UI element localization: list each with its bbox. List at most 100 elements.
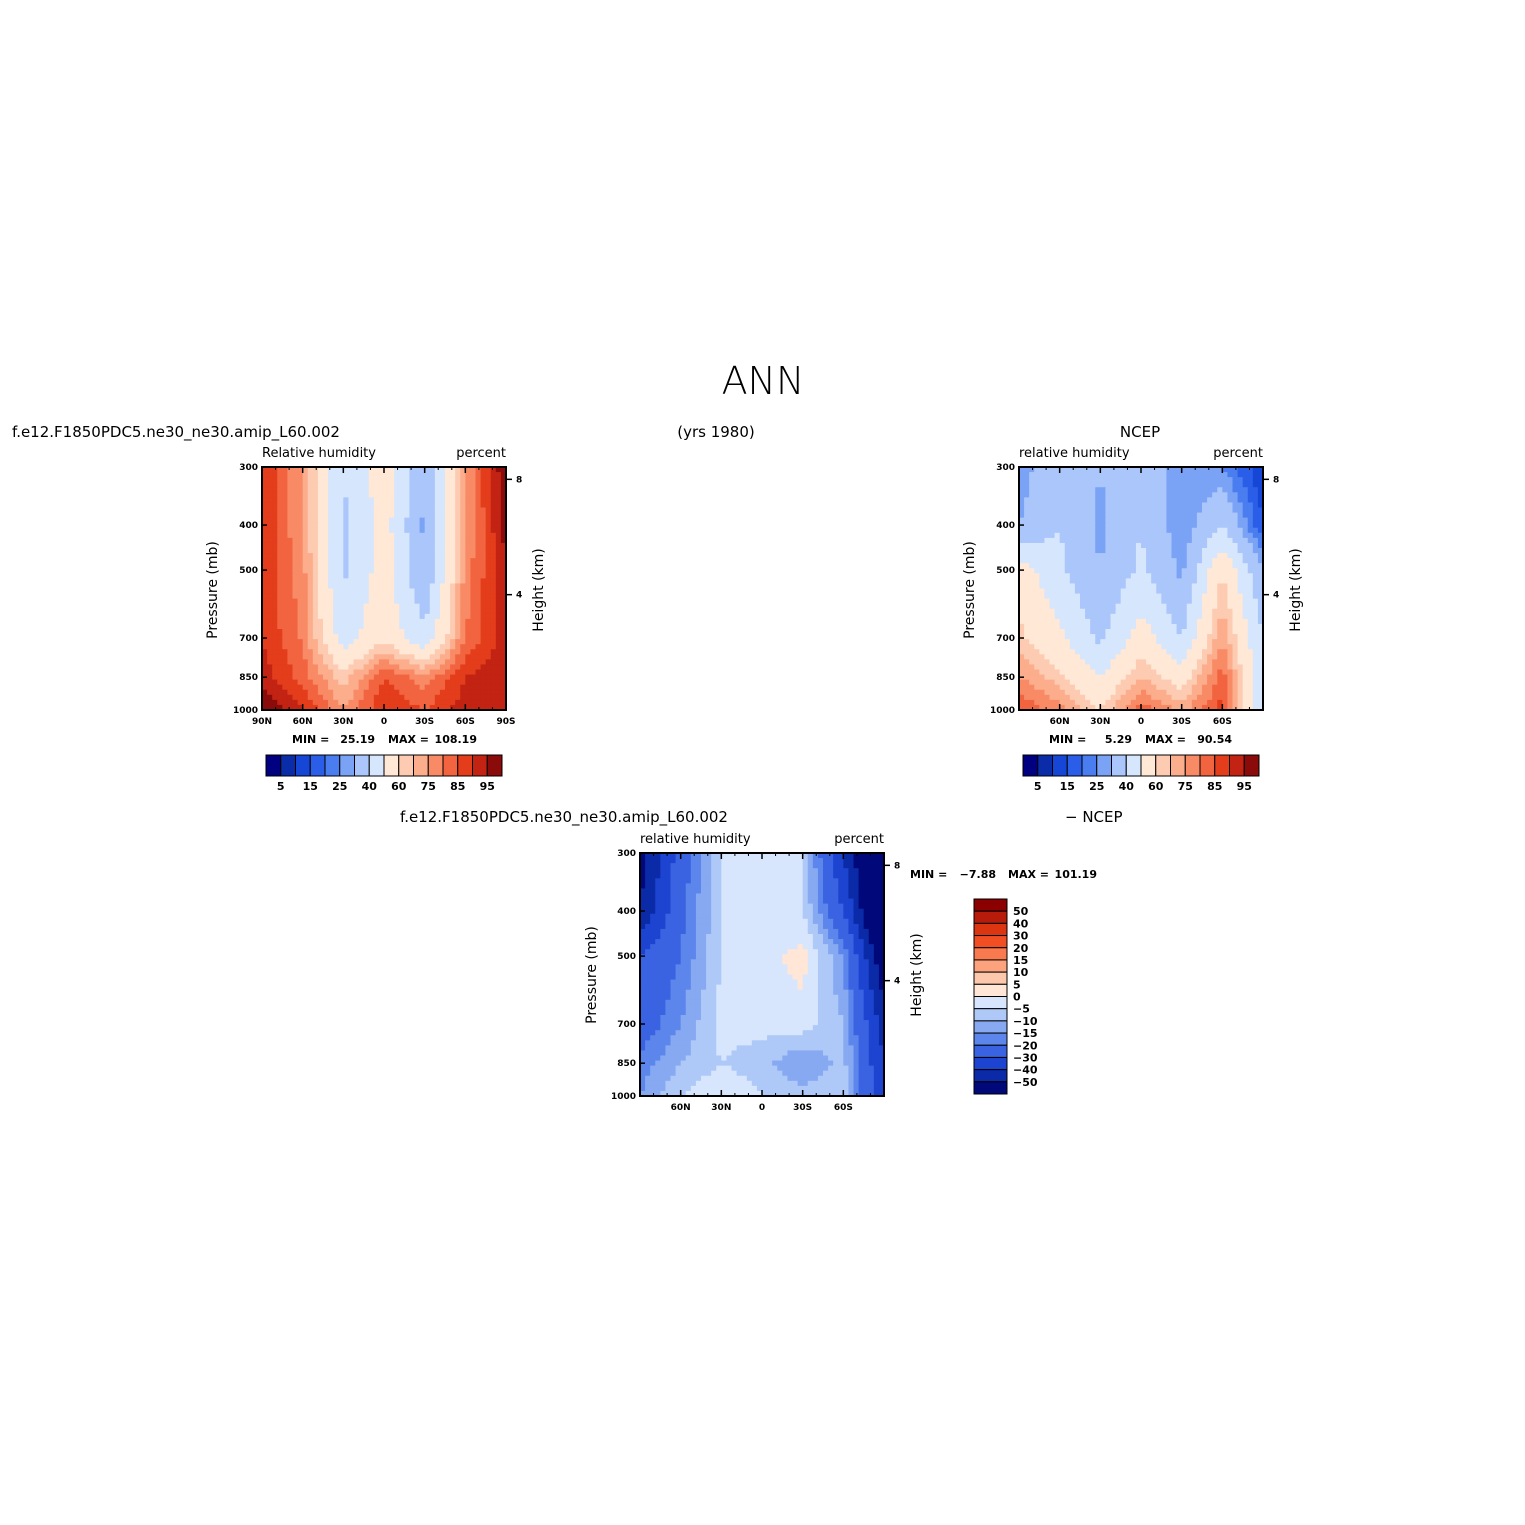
heatmap-cell — [1074, 467, 1081, 473]
heatmap-cell — [312, 472, 319, 478]
heatmap-cell — [302, 629, 309, 635]
heatmap-cell — [262, 649, 268, 655]
heatmap-cell — [1181, 477, 1188, 483]
heatmap-cell — [1024, 477, 1030, 483]
heatmap-cell — [1074, 629, 1081, 635]
heatmap-cell — [1151, 537, 1157, 544]
heatmap-cell — [312, 542, 319, 549]
heatmap-cell — [353, 629, 360, 635]
heatmap-cell — [455, 583, 461, 590]
heatmap-cell — [485, 593, 492, 600]
heatmap-cell — [1044, 699, 1051, 706]
heatmap-cell — [1019, 568, 1025, 574]
heatmap-cell — [1039, 603, 1046, 610]
heatmap-cell — [1019, 588, 1025, 595]
heatmap-cell — [1049, 558, 1056, 564]
heatmap-cell — [297, 649, 304, 655]
heatmap-cell — [323, 623, 329, 630]
heatmap-cell — [1212, 583, 1218, 590]
heatmap-cell — [1257, 679, 1263, 686]
heatmap-cell — [1069, 689, 1076, 696]
heatmap-cell — [480, 684, 487, 691]
heatmap-cell — [282, 548, 289, 554]
heatmap-cell — [317, 512, 324, 519]
heatmap-cell — [1166, 684, 1173, 691]
heatmap-cell — [445, 674, 451, 681]
heatmap-cell — [1166, 608, 1173, 615]
heatmap-cell — [1176, 563, 1183, 569]
heatmap-cell — [495, 502, 502, 509]
heatmap-cell — [368, 553, 375, 559]
lat-tick-label: 30S — [415, 717, 434, 727]
colorbar-box — [427, 754, 444, 777]
heatmap-cell — [307, 629, 314, 635]
heatmap-cell — [419, 593, 426, 600]
heatmap-cell — [1171, 629, 1178, 635]
heatmap-cell — [267, 669, 273, 676]
heatmap-cell — [1049, 537, 1056, 544]
heatmap-cell — [262, 507, 268, 514]
heatmap-cell — [282, 674, 289, 681]
panel-model-stats: MIN = 25.19 MAX = 108.19 — [292, 733, 477, 746]
panel-model-max-value: 108.19 — [435, 733, 477, 746]
heatmap-cell — [333, 553, 339, 559]
heatmap-cell — [1069, 644, 1076, 650]
heatmap-cell — [1024, 644, 1030, 650]
heatmap-cell — [348, 664, 355, 671]
heatmap-cell — [475, 649, 482, 655]
heatmap-cell — [373, 598, 380, 605]
heatmap-cell — [495, 497, 502, 504]
heatmap-cell — [297, 573, 304, 579]
heatmap-cell — [1100, 472, 1107, 478]
heatmap-cell — [363, 639, 370, 645]
heatmap-cell — [1227, 588, 1234, 595]
heatmap-cell — [1141, 558, 1147, 564]
heatmap-cell — [328, 578, 334, 585]
heatmap-cell — [317, 679, 324, 686]
heatmap-cell — [1196, 669, 1203, 676]
heatmap-cell — [277, 553, 283, 559]
heatmap-cell — [282, 689, 289, 696]
heatmap-cell — [358, 659, 365, 666]
heatmap-cell — [1181, 502, 1188, 509]
heatmap-cell — [1019, 694, 1025, 701]
heatmap-cell — [1115, 629, 1122, 635]
heatmap-cell — [1156, 689, 1162, 696]
heatmap-cell — [409, 669, 416, 676]
heatmap-cell — [455, 537, 461, 544]
heatmap-cell — [1034, 578, 1040, 585]
heatmap-cell — [495, 593, 502, 600]
heatmap-cell — [1125, 532, 1132, 539]
heatmap-cell — [1100, 537, 1107, 544]
heatmap-cell — [302, 618, 309, 625]
heatmap-cell — [1044, 669, 1051, 676]
heatmap-cell — [287, 654, 294, 660]
heatmap-cell — [485, 512, 492, 519]
heatmap-cell — [1044, 694, 1051, 701]
heatmap-cell — [1120, 618, 1127, 625]
heatmap-cell — [1156, 629, 1162, 635]
heatmap-cell — [1202, 487, 1208, 493]
heatmap-cell — [343, 522, 350, 529]
heatmap-cell — [485, 492, 492, 498]
heatmap-cell — [1029, 689, 1035, 696]
heatmap-cell — [363, 669, 370, 676]
heatmap-cell — [378, 669, 385, 676]
heatmap-cell — [1080, 694, 1086, 701]
heatmap-cell — [429, 472, 436, 478]
heatmap-cell — [323, 507, 329, 514]
heatmap-cell — [292, 477, 299, 483]
heatmap-cell — [1024, 664, 1030, 671]
heatmap-cell — [1059, 497, 1066, 504]
heatmap-cell — [853, 858, 860, 864]
heatmap-cell — [267, 573, 273, 579]
heatmap-cell — [1141, 593, 1147, 600]
heatmap-cell — [424, 492, 431, 498]
heatmap-cell — [323, 527, 329, 534]
heatmap-cell — [1146, 522, 1152, 529]
heatmap-cell — [282, 563, 289, 569]
heatmap-cell — [282, 487, 289, 493]
heatmap-cell — [439, 522, 446, 529]
heatmap-cell — [399, 689, 405, 696]
heatmap-cell — [302, 664, 309, 671]
